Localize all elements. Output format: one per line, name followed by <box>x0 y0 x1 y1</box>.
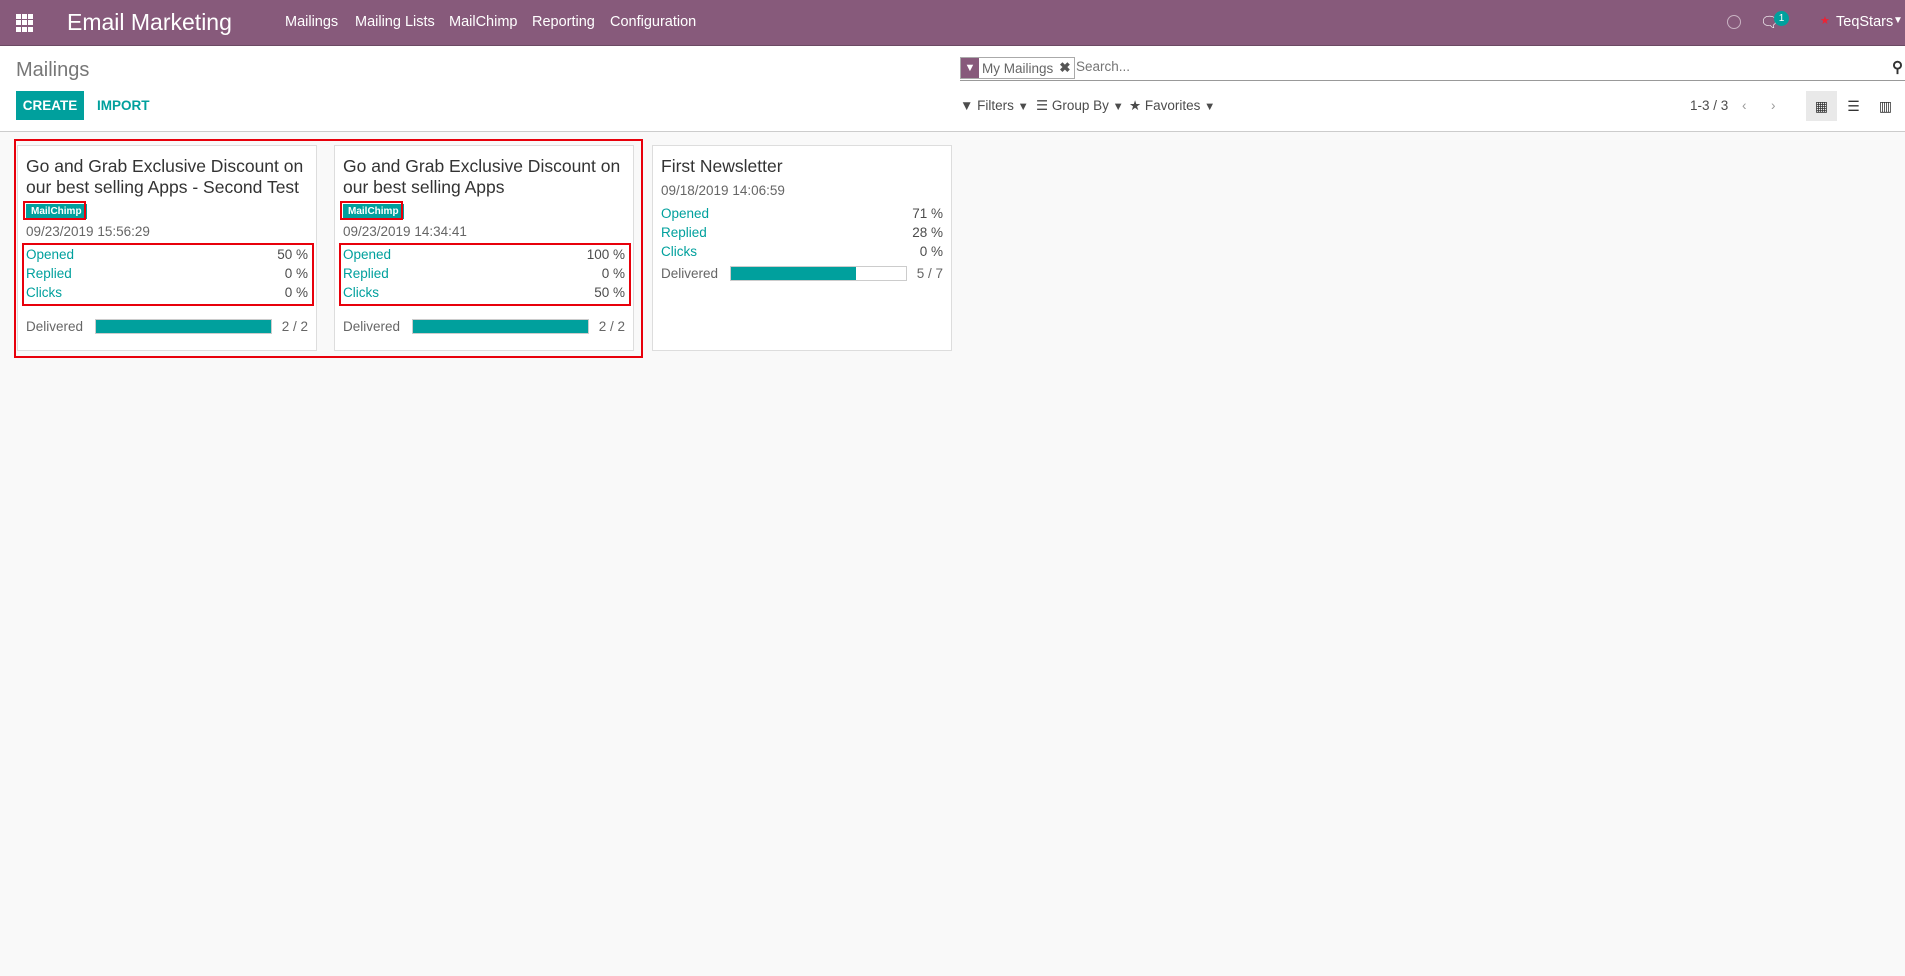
search-facet: ▼ My Mailings ✖ <box>960 57 1075 79</box>
mailing-card[interactable]: Go and Grab Exclusive Discount on our be… <box>17 145 317 351</box>
stat-label[interactable]: Opened <box>26 247 75 262</box>
stat-row: Clicks 50 % <box>343 285 625 300</box>
card-date: 09/23/2019 15:56:29 <box>26 224 150 239</box>
stat-row: Clicks 0 % <box>26 285 308 300</box>
filter-icon: ▼ <box>961 58 979 78</box>
stat-row: Replied 0 % <box>26 266 308 281</box>
delivered-progress-bar <box>730 266 907 281</box>
filters-dropdown[interactable]: ▼ Filters ▼ <box>960 98 1029 113</box>
card-title: Go and Grab Exclusive Discount on our be… <box>343 156 621 197</box>
search-icon[interactable]: ⚲ <box>1892 59 1903 76</box>
kanban-view-icon[interactable]: ▦ <box>1806 91 1837 121</box>
import-button[interactable]: IMPORT <box>97 98 150 113</box>
favorites-dropdown[interactable]: ★ Favorites ▼ <box>1129 98 1216 113</box>
delivered-row: Delivered 2 / 2 <box>343 319 625 334</box>
group-by-label: Group By <box>1051 98 1109 113</box>
menu-reporting[interactable]: Reporting <box>532 14 595 30</box>
delivered-progress-fill <box>96 320 271 333</box>
star-icon: ★ <box>1820 15 1830 27</box>
stat-label[interactable]: Replied <box>661 225 707 240</box>
chat-badge: 1 <box>1774 11 1789 26</box>
group-by-dropdown[interactable]: ☰ Group By ▼ <box>1036 98 1124 113</box>
menu-mailings[interactable]: Mailings <box>285 14 339 30</box>
mailing-card[interactable]: First Newsletter 09/18/2019 14:06:59 Opene… <box>652 145 952 351</box>
favorites-label: Favorites <box>1144 98 1201 113</box>
menu-configuration[interactable]: Configuration <box>610 14 697 30</box>
menu-mailing-lists[interactable]: Mailing Lists <box>355 14 435 30</box>
create-button[interactable]: CREATE <box>16 91 84 120</box>
stat-row: Opened 71 % <box>661 206 943 221</box>
stat-row: Opened 100 % <box>343 247 625 262</box>
delivered-value: 2 / 2 <box>281 319 308 334</box>
stat-row: Opened 50 % <box>26 247 308 262</box>
search-bar: ▼ My Mailings ✖ ⚲ <box>960 57 1905 81</box>
search-input[interactable] <box>1076 59 1776 74</box>
card-title: Go and Grab Exclusive Discount on our be… <box>26 156 304 197</box>
caret-down-icon: ▼ <box>1893 15 1903 26</box>
stat-row: Replied 0 % <box>343 266 625 281</box>
delivered-label: Delivered <box>26 319 84 334</box>
stat-row: Clicks 0 % <box>661 244 943 259</box>
tag-badge: MailChimp <box>26 204 87 219</box>
mailing-card[interactable]: Go and Grab Exclusive Discount on our be… <box>334 145 634 351</box>
stat-value: 71 % <box>912 206 943 221</box>
pager-previous-icon[interactable]: ‹ <box>1742 98 1747 113</box>
top-navbar: Email Marketing Mailings Mailing Lists M… <box>0 0 1905 46</box>
stat-label[interactable]: Clicks <box>661 244 697 259</box>
stat-label[interactable]: Replied <box>26 266 72 281</box>
stat-value: 0 % <box>284 285 308 300</box>
menu-mailchimp[interactable]: MailChimp <box>449 14 518 30</box>
stat-value: 0 % <box>284 266 308 281</box>
stat-label[interactable]: Clicks <box>343 285 379 300</box>
card-title: First Newsletter <box>661 156 783 176</box>
stat-row: Replied 28 % <box>661 225 943 240</box>
stat-value: 0 % <box>601 266 625 281</box>
graph-view-icon[interactable]: ▥ <box>1878 97 1893 114</box>
stat-value: 28 % <box>912 225 943 240</box>
stat-value: 0 % <box>919 244 943 259</box>
stat-label[interactable]: Clicks <box>26 285 62 300</box>
delivered-label: Delivered <box>661 266 719 281</box>
user-menu[interactable]: TeqStars <box>1836 14 1894 30</box>
delivered-row: Delivered 2 / 2 <box>26 319 308 334</box>
tag-badge: MailChimp <box>343 204 404 219</box>
control-panel: Mailings CREATE IMPORT ▼ My Mailings ✖ ⚲… <box>0 46 1905 132</box>
card-date: 09/23/2019 14:34:41 <box>343 224 467 239</box>
remove-facet-icon[interactable]: ✖ <box>1059 60 1071 75</box>
list-view-icon[interactable]: ☰ <box>1847 97 1860 114</box>
delivered-progress-fill <box>731 267 856 280</box>
delivered-progress-fill <box>413 320 588 333</box>
stat-value: 50 % <box>594 285 625 300</box>
card-date: 09/18/2019 14:06:59 <box>661 183 785 198</box>
stat-label[interactable]: Replied <box>343 266 389 281</box>
delivered-value: 5 / 7 <box>916 266 943 281</box>
stat-value: 50 % <box>277 247 308 262</box>
stat-label[interactable]: Opened <box>661 206 710 221</box>
pager-next-icon[interactable]: › <box>1771 98 1776 113</box>
activity-clock-icon[interactable] <box>1727 15 1741 29</box>
pager-value[interactable]: 1-3 / 3 <box>1690 98 1729 113</box>
delivered-progress-bar <box>412 319 589 334</box>
app-brand: Email Marketing <box>67 9 232 35</box>
delivered-progress-bar <box>95 319 272 334</box>
delivered-label: Delivered <box>343 319 401 334</box>
breadcrumb: Mailings <box>16 59 90 81</box>
stat-label[interactable]: Opened <box>343 247 392 262</box>
filters-label: Filters <box>977 98 1014 113</box>
stat-value: 100 % <box>586 247 625 262</box>
delivered-row: Delivered 5 / 7 <box>661 266 943 281</box>
facet-label: My Mailings <box>982 60 1054 76</box>
apps-menu-icon[interactable] <box>16 14 34 32</box>
delivered-value: 2 / 2 <box>598 319 625 334</box>
